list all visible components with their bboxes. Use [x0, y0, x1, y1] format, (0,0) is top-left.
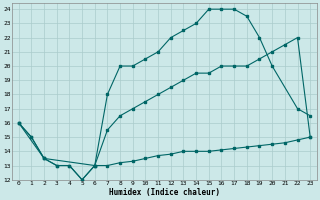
X-axis label: Humidex (Indice chaleur): Humidex (Indice chaleur) [109, 188, 220, 197]
